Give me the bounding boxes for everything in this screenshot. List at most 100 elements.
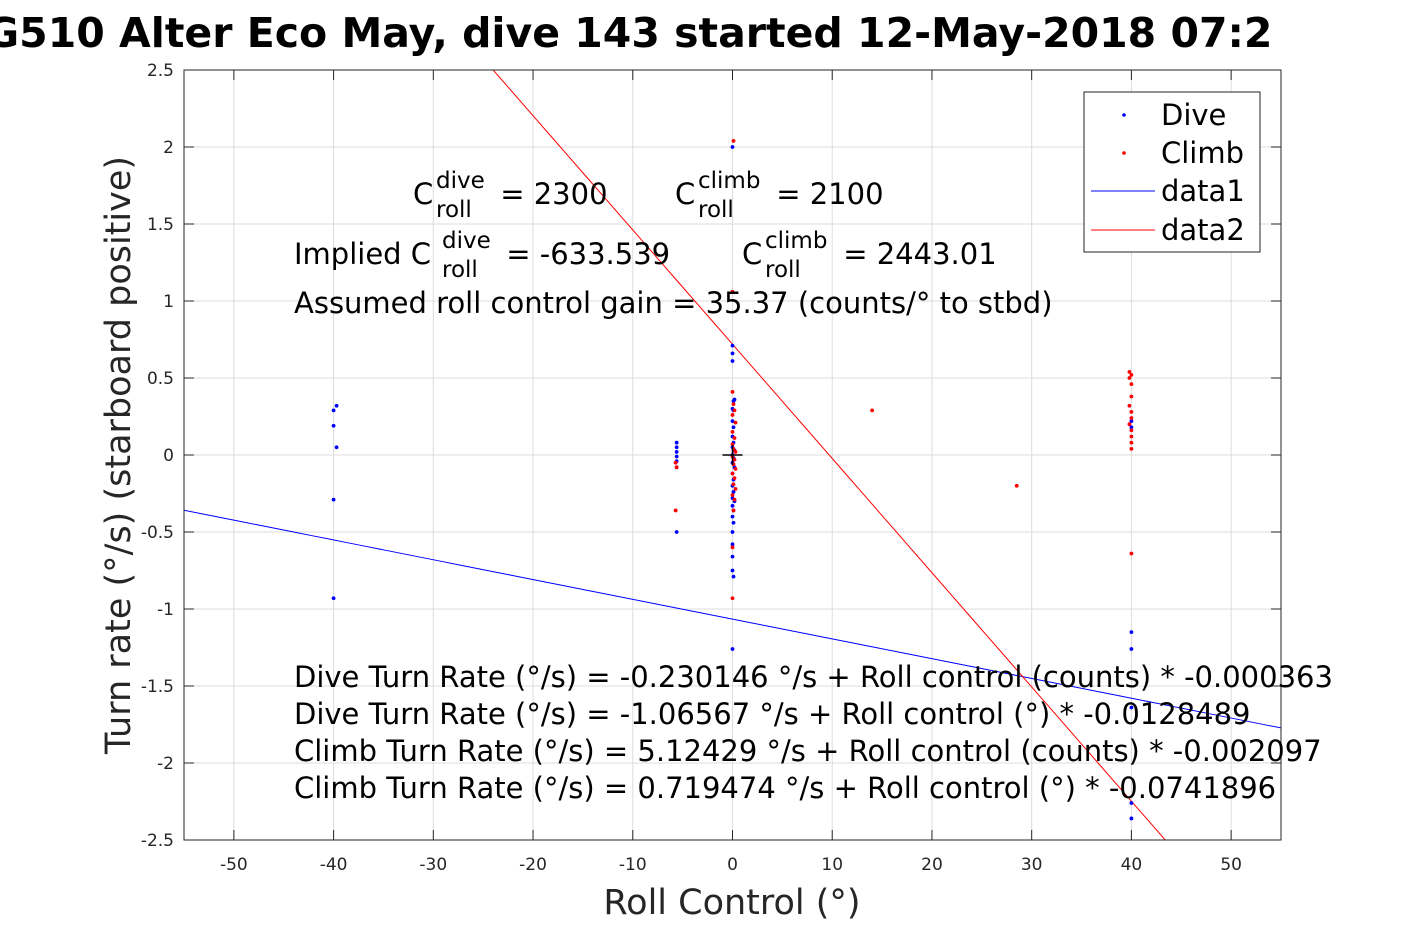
implied-prefix: Implied C xyxy=(294,237,431,271)
climb-point xyxy=(730,389,735,394)
c-roll-dive-sup: dive xyxy=(436,168,485,194)
c-roll-climb-sub: roll xyxy=(698,197,734,223)
x-tick-label: 30 xyxy=(1021,855,1043,875)
y-tick-label: -1 xyxy=(157,600,174,620)
y-tick-label: 2.5 xyxy=(147,61,174,81)
dive-point xyxy=(731,490,736,494)
y-tick-label: -1.5 xyxy=(141,677,174,697)
implied-climb-symbol: C xyxy=(742,237,762,271)
dive-point xyxy=(674,530,679,534)
implied-c-roll-annotation: Implied C dive roll = -633.539 C climb r… xyxy=(294,228,997,283)
climb-point xyxy=(1129,434,1134,439)
dive-point xyxy=(331,423,336,428)
climb-point xyxy=(870,408,875,413)
x-tick-label: 40 xyxy=(1121,855,1143,875)
climb-point xyxy=(731,402,736,407)
c-roll-annotation: C dive roll = 2300 C climb roll = 2100 xyxy=(413,168,884,223)
c-roll-climb-sup: climb xyxy=(698,168,760,194)
climb-point xyxy=(730,596,735,601)
dive-point xyxy=(331,497,336,502)
dive-point xyxy=(1129,647,1134,651)
dive-point xyxy=(1129,630,1134,634)
dive-point xyxy=(730,647,735,651)
x-tick-label: 10 xyxy=(821,855,843,875)
dive-point xyxy=(730,503,735,508)
dive-point xyxy=(730,542,735,547)
dive-point xyxy=(730,530,735,534)
climb-point xyxy=(1129,551,1134,556)
climb-point xyxy=(1129,446,1134,451)
equation-climb-degrees: Climb Turn Rate (°/s) = 0.719474 °/s + R… xyxy=(294,771,1276,805)
y-tick-label: -0.5 xyxy=(141,523,174,543)
climb-point xyxy=(731,138,736,143)
dive-point xyxy=(1129,425,1134,430)
x-tick-label: 50 xyxy=(1220,855,1242,875)
y-tick-label: 2 xyxy=(163,138,174,158)
x-tick-label: 0 xyxy=(727,855,738,875)
climb-point xyxy=(1129,416,1134,420)
dive-point xyxy=(731,520,736,525)
dive-point xyxy=(730,359,735,363)
x-tick-label: -20 xyxy=(519,855,547,875)
c-roll-climb-value: = 2100 xyxy=(767,177,884,211)
implied-climb-sup: climb xyxy=(765,228,827,254)
climb-point xyxy=(732,497,737,502)
climb-point xyxy=(1129,428,1134,433)
y-axis: -2.5 -2 -1.5 -1 -0.5 0 0.5 1 1.5 2 2.5 xyxy=(141,61,1281,851)
c-roll-climb-symbol: C xyxy=(675,177,695,211)
climb-point xyxy=(730,289,735,294)
climb-point xyxy=(730,442,735,447)
dive-point xyxy=(730,351,735,356)
legend-data2-label: data2 xyxy=(1161,213,1245,247)
x-tick-label: -40 xyxy=(320,855,348,875)
dive-point xyxy=(331,596,336,601)
x-tick-label: -50 xyxy=(220,855,248,875)
climb-point xyxy=(1129,394,1134,399)
climb-point xyxy=(730,413,735,417)
climb-point xyxy=(730,545,735,550)
climb-point xyxy=(732,408,737,413)
dive-point xyxy=(730,554,735,559)
legend-box xyxy=(1083,91,1261,253)
climb-point xyxy=(1127,376,1132,380)
climb-point xyxy=(733,486,738,491)
climb-point xyxy=(733,420,738,425)
y-tick-label: -2 xyxy=(157,754,174,774)
equation-dive-counts: Dive Turn Rate (°/s) = -0.230146 °/s + R… xyxy=(294,660,1333,694)
climb-point xyxy=(1127,422,1132,427)
climb-point xyxy=(731,482,736,487)
climb-point xyxy=(673,460,678,465)
climb-point xyxy=(1129,409,1134,414)
x-axis: -50 -40 -30 -20 -10 0 10 20 30 40 50 xyxy=(220,70,1242,875)
y-tick-label: 0 xyxy=(163,446,174,466)
dive-point xyxy=(731,425,736,430)
equation-dive-degrees: Dive Turn Rate (°/s) = -1.06567 °/s + Ro… xyxy=(294,697,1251,731)
climb-point xyxy=(1129,373,1134,377)
climb-point xyxy=(733,466,738,471)
x-tick-label: 20 xyxy=(921,855,943,875)
x-tick-label: -10 xyxy=(619,855,647,875)
climb-point xyxy=(1129,440,1134,445)
legend-dive-marker xyxy=(1122,113,1126,117)
dive-point xyxy=(334,445,339,450)
dive-point xyxy=(731,574,736,579)
dive-point xyxy=(730,419,735,424)
dive-point xyxy=(732,397,737,402)
climb-point xyxy=(733,450,738,454)
c-roll-dive-value: = 2300 xyxy=(491,177,608,211)
implied-dive-value: = -633.539 xyxy=(497,237,670,271)
dive-point xyxy=(730,568,735,573)
y-tick-label: -2.5 xyxy=(141,831,174,851)
climb-point xyxy=(1127,369,1132,374)
y-tick-label: 0.5 xyxy=(147,369,174,389)
climb-point xyxy=(730,430,735,434)
climb-point xyxy=(731,508,736,513)
implied-climb-value: = 2443.01 xyxy=(834,237,997,271)
x-tick-label: -30 xyxy=(419,855,447,875)
dive-point xyxy=(674,450,679,454)
dive-point xyxy=(1129,419,1134,424)
equation-climb-counts: Climb Turn Rate (°/s) = 5.12429 °/s + Ro… xyxy=(294,734,1322,768)
c-roll-dive-sub: roll xyxy=(436,197,472,223)
implied-dive-sub: roll xyxy=(442,257,478,283)
